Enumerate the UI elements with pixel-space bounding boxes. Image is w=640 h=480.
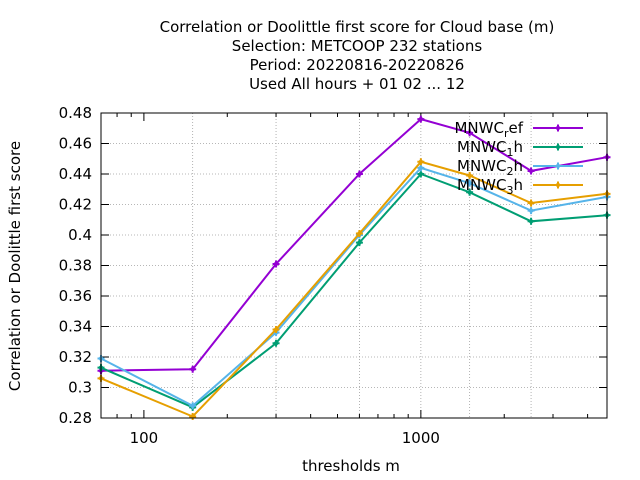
data-point-dot [467, 130, 472, 136]
legend-swatch-dot [555, 125, 561, 131]
data-point-dot [273, 341, 279, 346]
legend-label-rest: h [513, 157, 523, 175]
title-line: Correlation or Doolittle first score for… [160, 18, 555, 36]
y-tick-label: 0.38 [59, 257, 92, 275]
legend-label-base: MNWC [457, 157, 506, 175]
series-4 [97, 158, 611, 420]
legend-label-subscript: 2 [506, 165, 513, 178]
title-line: Used All hours + 01 02 ... 12 [249, 75, 465, 93]
legend-label-base: MNWC [457, 138, 506, 156]
y-tick-label: 0.42 [59, 196, 92, 214]
series-line [100, 160, 608, 418]
y-tick-label: 0.44 [59, 165, 92, 183]
legend-label: MNWCref [454, 119, 523, 140]
legend-label-rest: h [513, 176, 523, 194]
data-point-dot [418, 159, 424, 164]
data-point-dot [273, 327, 279, 332]
plot-frame [100, 112, 608, 419]
series-2 [97, 170, 611, 411]
chart-title: Correlation or Doolittle first score for… [160, 18, 555, 93]
legend-label-subscript: 1 [506, 146, 513, 159]
series-line [100, 172, 608, 409]
y-tick-label: 0.3 [68, 379, 92, 397]
data-point-dot [273, 261, 279, 267]
data-point-dot [418, 171, 424, 177]
legend-label-base: MNWC [457, 176, 506, 194]
y-tick-label: 0.48 [59, 104, 92, 122]
legend-label: MNWC3h [457, 176, 523, 197]
legend-label-base: MNWC [454, 119, 503, 137]
tick-labels: 0.28 0.3 0.32 0.34 0.36 0.38 0.4 0.42 0.44 0.46 0.… [59, 104, 440, 447]
legend-entry: MNWCref [454, 119, 583, 140]
x-tick-label: 1000 [402, 429, 440, 447]
data-point-dot [418, 116, 424, 122]
data-point-dot [528, 208, 534, 213]
legend-entry: MNWC1h [457, 138, 583, 159]
legend-label-subscript: r [504, 127, 509, 140]
legend-label-rest: h [513, 138, 523, 156]
data-point-dot [190, 367, 195, 372]
y-axis-label: Correlation or Doolittle first score [6, 141, 24, 391]
legend-label: MNWC2h [457, 157, 523, 178]
data-point-dot [190, 403, 195, 408]
data-point-dot [357, 171, 362, 177]
data-point-dot [467, 180, 472, 186]
series-line [100, 166, 608, 408]
series-line [100, 117, 608, 372]
data-point-dot [357, 231, 362, 236]
axis-ticks [101, 112, 607, 419]
data-point-dot [418, 165, 424, 171]
y-tick-label: 0.28 [59, 409, 92, 427]
y-tick-label: 0.34 [59, 318, 92, 336]
series-1 [97, 115, 611, 375]
y-tick-label: 0.46 [59, 135, 92, 153]
x-tick-label: 100 [130, 429, 159, 447]
series-layer [97, 115, 611, 420]
grid [101, 112, 607, 419]
legend-label-rest: ef [508, 119, 523, 137]
legend-entry: MNWC3h [457, 176, 583, 197]
legend-entry: MNWC2h [457, 157, 583, 178]
data-point-dot [528, 168, 534, 174]
y-tick-label: 0.4 [68, 226, 92, 244]
legend-swatch-dot [555, 144, 561, 150]
legend-swatch-dot [555, 182, 561, 188]
y-tick-label: 0.32 [59, 348, 92, 366]
legend-label: MNWC1h [457, 138, 523, 159]
legend-swatch-dot [555, 163, 561, 169]
title-line: Selection: METCOOP 232 stations [232, 37, 483, 55]
data-point-dot [467, 190, 472, 195]
data-point-dot [528, 200, 534, 206]
legend-label-subscript: 3 [506, 184, 513, 197]
data-point-dot [467, 173, 472, 178]
series-3 [97, 164, 611, 410]
data-point-dot [528, 219, 534, 224]
y-tick-label: 0.36 [59, 287, 92, 305]
data-point-dot [357, 240, 362, 245]
title-line: Period: 20220816-20220826 [250, 56, 465, 74]
x-axis-label: thresholds m [302, 457, 400, 475]
